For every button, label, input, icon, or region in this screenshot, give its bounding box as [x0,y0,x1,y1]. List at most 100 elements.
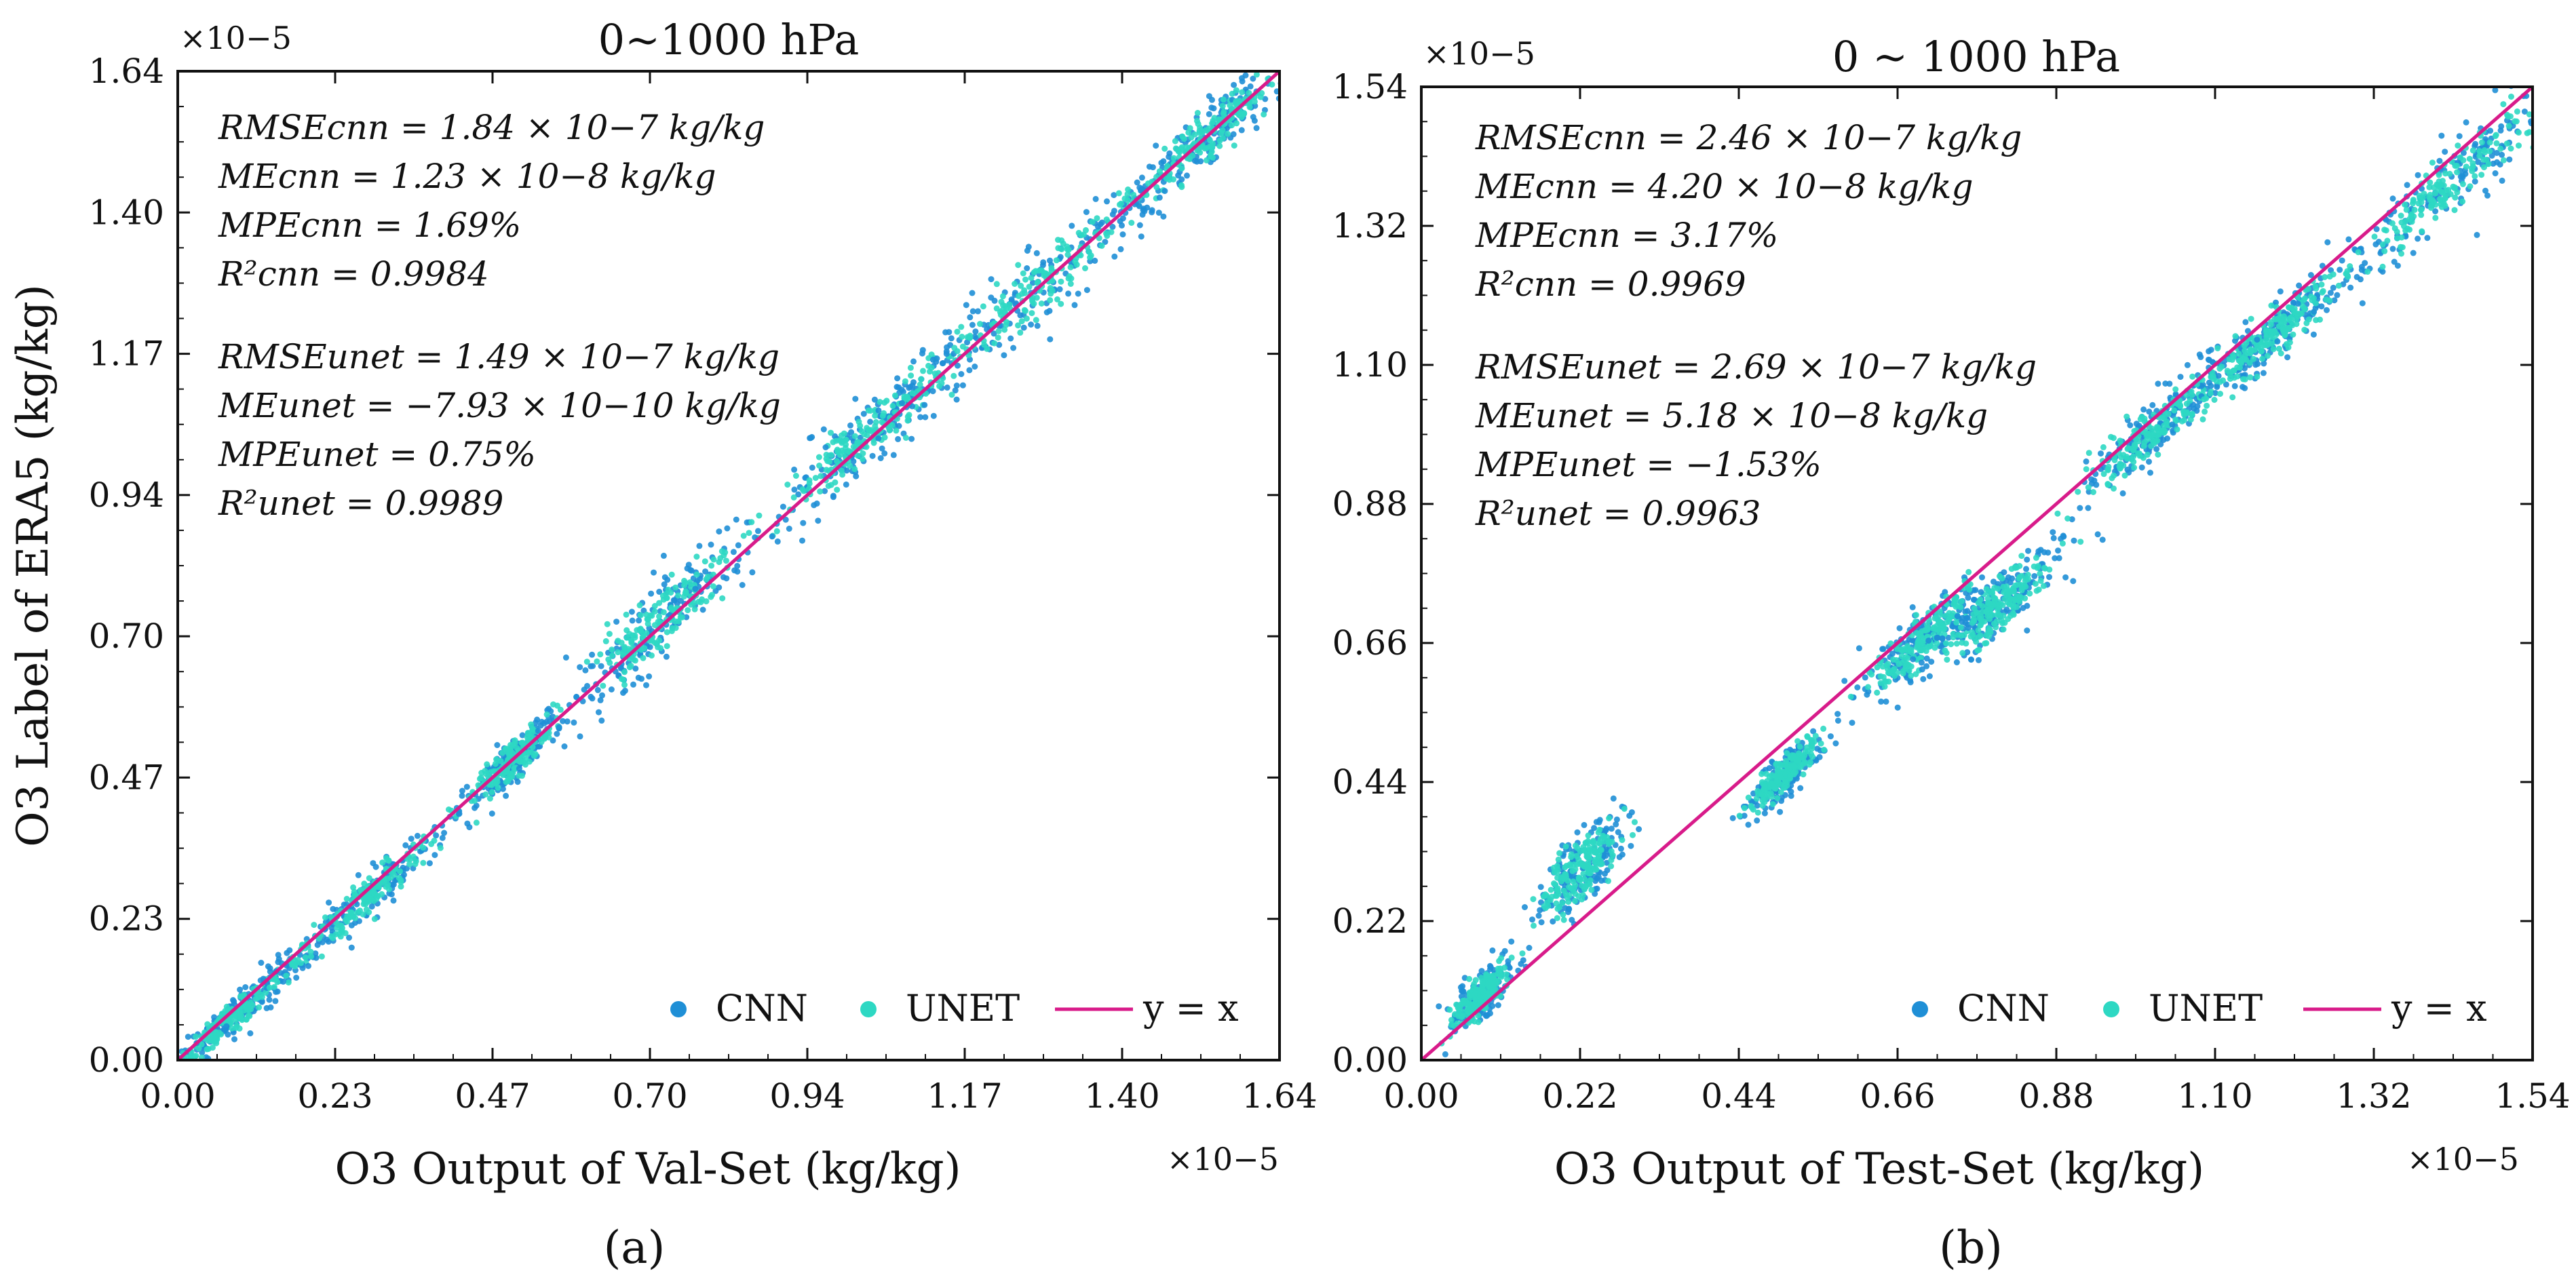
panel-a-unet-point [482,791,489,798]
panel-a-unet-point [218,1031,225,1038]
panel-a-unet-point [495,784,501,791]
panel-a-cnn-point [786,526,792,532]
panel-b-unet-point [1946,616,1953,623]
panel-a-y-tick-label: 1.64 [89,52,164,91]
panel-a-unet-point [691,606,698,612]
panel-a-cnn-point [735,542,742,549]
panel-a-unet-point [1108,229,1115,235]
panel-b-unet-point [2008,596,2015,602]
panel-b-unet-point [1801,759,1808,766]
panel-b-unet-point [2001,596,2008,602]
panel-b-unet-point [1761,783,1768,790]
panel-b-unet-point [1491,980,1497,987]
panel-b-cnn-point [1945,634,1952,641]
panel-a-unet-point [812,475,819,482]
panel-a-cnn-point [185,1034,191,1040]
panel-a-unet-point [651,608,658,615]
panel-b-unet-point [2258,348,2265,355]
panel-b-unet-point [1778,762,1785,768]
panel-b-unet-point [1555,856,1562,863]
panel-b-unet-point [2025,576,2031,583]
panel-a-cnn-point [871,396,878,403]
panel-b-unet-point [1983,640,1990,646]
panel-b-cnn-point [1460,988,1467,995]
panel-a-cnn-point [754,528,761,534]
panel-b-cnn-point [2296,282,2303,289]
panel-a-cnn-point [1230,131,1237,138]
panel-b-unet-point [2237,364,2244,371]
panel-a-unet-point [543,711,550,718]
panel-b-unet-point [1974,647,1981,654]
panel-a-cnn-point [1071,302,1078,309]
panel-a-cnn-point [1292,84,1299,90]
panel-a-cnn-point [171,1056,177,1062]
panel-b-cnn-point [2359,300,2366,307]
panel-b-cnn-point [2487,128,2494,134]
panel-a-cnn-point [1028,321,1035,328]
panel-b-cnn-point [1841,678,1848,684]
panel-b-cnn-point [1878,698,1885,705]
panel-a-cnn-point [1024,265,1031,271]
panel-b-cnn-point [2223,381,2229,388]
panel-b-unet-point [2018,553,2025,560]
panel-a-cnn-point [325,938,332,945]
panel-b-unet-point [1818,740,1824,747]
panel-a-cnn-point [1268,47,1274,54]
panel-a-unet-point [529,726,536,733]
panel-a-unet-point [708,562,715,569]
panel-b-unet-point [1948,641,1955,648]
panel-b-unet-point [2054,510,2061,517]
panel-a-stat-mpe-cnn: MPEcnn = 1.69% [218,206,521,245]
panel-b-cnn-point [1896,625,1903,631]
panel-a-unet-point [621,644,628,650]
panel-b-unet-point [1783,758,1789,764]
panel-b-unet-point [1554,905,1561,912]
panel-b-cnn-point [2307,272,2314,278]
panel-b-unet-point [1577,848,1583,855]
panel-a-cnn-point [991,330,997,337]
panel-a-unet-point [308,953,314,960]
panel-b-cnn-point [2020,604,2026,611]
panel-a-unet-point [959,343,966,350]
panel-b-cnn-point [2548,104,2554,111]
panel-b-cnn-point [1489,947,1496,954]
panel-b-cnn-point [1526,945,1533,951]
panel-a-cnn-point [1119,231,1126,238]
panel-b-cnn-point [1953,659,1960,665]
panel-b-unet-point [2059,540,2066,547]
panel-b-cnn-point [1909,637,1916,644]
panel-b-cnn-point [2482,187,2488,194]
panel-b-unet-point [2144,451,2151,458]
panel-b-cnn-point [2052,555,2058,562]
panel-a-unet-point [995,328,1002,334]
panel-b-unet-point [2263,334,2270,340]
panel-b-cnn-point [2050,534,2057,541]
panel-b-unet-point [2148,433,2155,440]
panel-a-unet-point [594,658,600,665]
panel-a-unet-point [522,761,528,768]
panel-b-cnn-point [1617,845,1624,852]
panel-a-unet-point [266,984,273,991]
panel-a-unet-point [839,471,846,478]
panel-a-cnn-point [972,364,978,370]
panel-a-unet-point [412,861,419,867]
panel-b-unet-point [1985,629,1992,635]
panel-a-unet-point [1067,264,1074,271]
panel-a-cnn-point [1271,58,1277,64]
panel-a-cnn-point [734,562,741,569]
panel-a-unet-point [370,897,377,904]
panel-b-unet-point [1999,575,2005,582]
panel-b-cnn-point [2260,370,2267,376]
panel-a-unet-point [1033,317,1039,324]
panel-b-unet-point [1959,598,1965,605]
panel-a-cnn-point [1136,222,1143,229]
panel-a-cnn-point [843,467,850,474]
panel-a-unet-point [964,334,971,340]
panel-a-cnn-point [969,321,976,328]
panel-a-unet-point [233,1024,239,1031]
panel-a-cnn-point [867,418,874,425]
panel-b-unet-point [1769,801,1776,808]
panel-b-unet-point [1621,806,1628,812]
panel-a-unet-point [330,935,337,941]
panel-b-unet-point [1570,888,1577,895]
